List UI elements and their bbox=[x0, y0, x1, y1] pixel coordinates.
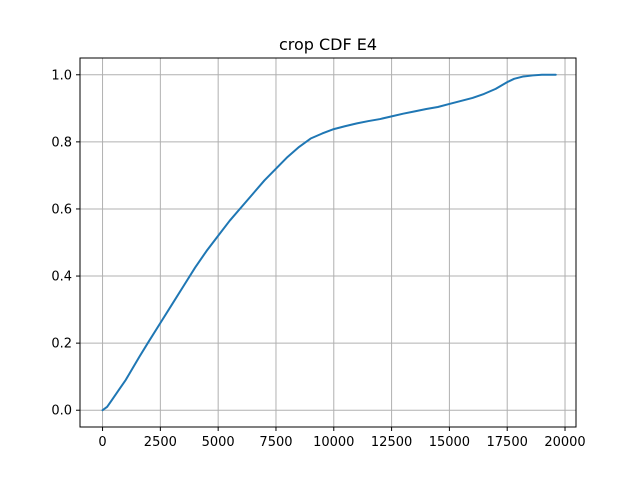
data-line-group bbox=[101, 73, 557, 412]
x-tick-label: 0 bbox=[98, 435, 106, 450]
grid-lines bbox=[80, 58, 576, 427]
y-tick-label: 0.2 bbox=[51, 337, 72, 352]
x-tick-label: 7500 bbox=[259, 435, 292, 450]
x-tick-label: 12500 bbox=[371, 435, 412, 450]
y-tick-label: 0.8 bbox=[51, 135, 72, 150]
x-tick-label: 10000 bbox=[313, 435, 354, 450]
x-tick-label: 15000 bbox=[429, 435, 470, 450]
x-tick-label: 5000 bbox=[202, 435, 235, 450]
y-tick-label: 0.0 bbox=[51, 404, 72, 419]
x-tick-label: 20000 bbox=[544, 435, 585, 450]
y-tick-label: 0.4 bbox=[51, 270, 72, 285]
y-tick-label: 0.6 bbox=[51, 202, 72, 217]
cdf-line bbox=[101, 73, 557, 412]
chart-title: crop CDF E4 bbox=[279, 35, 377, 54]
y-tick-label: 1.0 bbox=[51, 68, 72, 83]
x-tick-label: 17500 bbox=[487, 435, 528, 450]
axis-ticks: 0 2500 5000 7500 10000 12500 15000 17500 20000 0.… bbox=[51, 68, 585, 450]
x-tick-label: 2500 bbox=[144, 435, 177, 450]
plot-frame bbox=[79, 57, 577, 428]
